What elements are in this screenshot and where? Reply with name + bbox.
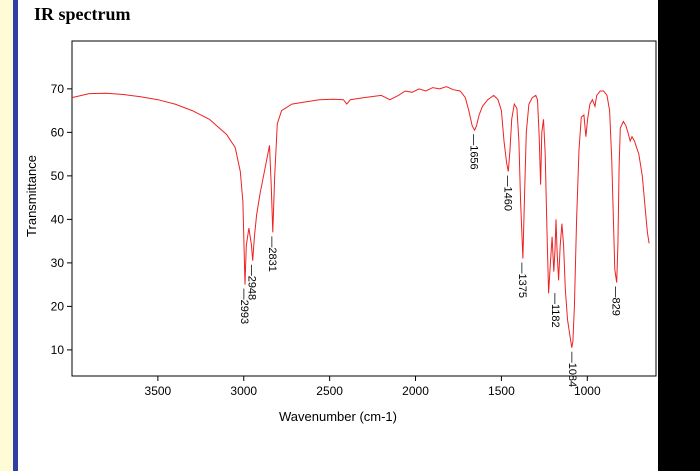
x-tick-label: 1500: [488, 384, 515, 398]
peak-annotations: —2993—2948 —2831 —1656 —1460 —1375 —1182 —1084…: [238, 134, 622, 387]
peak-label: —1182: [549, 293, 561, 328]
x-tick-label: 3500: [145, 384, 172, 398]
right-black-bar: [658, 0, 700, 471]
peak-label: —829: [610, 287, 622, 316]
x-axis-label: Wavenumber (cm-1): [279, 409, 397, 424]
spectrum-line: [71, 86, 650, 348]
y-tick-label: 60: [51, 125, 65, 139]
y-tick-label: 10: [51, 343, 65, 357]
x-tick-label: 2500: [316, 384, 343, 398]
y-axis-label: Transmittance: [24, 155, 39, 237]
peak-label: —1460: [501, 176, 513, 211]
peak-label: —1656: [468, 134, 480, 169]
y-tick-label: 50: [51, 169, 65, 183]
peak-label: —2948: [246, 265, 258, 300]
y-tick-label: 40: [51, 212, 65, 226]
y-axis-ticks: 10 20 30 40 50 60 70: [51, 82, 72, 357]
peak-label: —1375: [516, 263, 528, 298]
left-sidebar-stripe: [0, 0, 18, 471]
x-tick-label: 2000: [402, 384, 429, 398]
ir-spectrum-chart: 3500 3000 2500 2000 1500 1000 10203040506070 …: [24, 40, 657, 424]
page-title: IR spectrum: [34, 4, 131, 24]
x-tick-label: 1000: [574, 384, 601, 398]
plot-frame: [71, 40, 657, 377]
y-tick-label: 20: [51, 299, 65, 313]
x-axis-ticks: 3500 3000 2500 2000 1500 1000: [145, 376, 601, 398]
y-tick-label: 30: [51, 256, 65, 270]
y-tick-label: 70: [51, 82, 65, 96]
peak-label: —1084: [566, 352, 578, 387]
x-tick-label: 3000: [230, 384, 257, 398]
peak-label: —2993: [238, 289, 250, 324]
peak-label: —2831: [266, 236, 278, 271]
